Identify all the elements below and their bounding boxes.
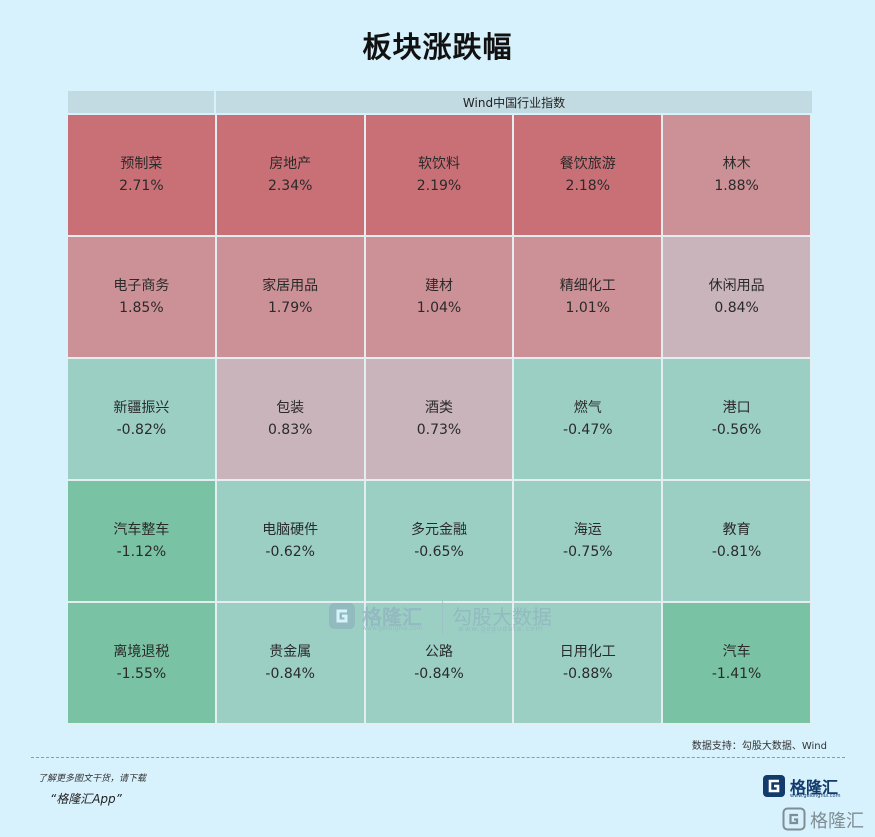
cell-sector-name: 燃气 <box>573 400 602 416</box>
cell-sector-name: 新疆振兴 <box>113 400 170 416</box>
promo-line-1: 了解更多图文干货，请下载 <box>38 774 147 784</box>
brand-url: www.gelonghui.com <box>790 793 841 799</box>
heatmap-cell: 海运 -0.75% <box>514 481 664 603</box>
heatmap-cell: 电子商务 1.85% <box>68 237 217 359</box>
cell-change-value: -0.62% <box>265 544 315 560</box>
cell-sector-name: 软饮料 <box>417 156 460 172</box>
header-index-name: Wind中国行业指数 <box>216 91 812 113</box>
heatmap-cell: 软饮料 2.19% <box>365 115 515 237</box>
heatmap-cell: 酒类 0.73% <box>365 359 515 481</box>
cell-sector-name: 林木 <box>722 156 751 172</box>
cell-sector-name: 港口 <box>722 400 751 416</box>
cell-sector-name: 日用化工 <box>559 644 616 660</box>
cell-change-value: 1.01% <box>565 300 611 316</box>
cell-sector-name: 教育 <box>722 522 751 538</box>
heatmap-cell: 贵金属 -0.84% <box>216 603 366 725</box>
cell-change-value: 1.88% <box>714 178 759 194</box>
heatmap-cell: 燃气 -0.47% <box>514 359 664 481</box>
heatmap-cell: 离境退税 -1.55% <box>68 603 217 725</box>
heatmap-cell: 精细化工 1.01% <box>514 237 664 359</box>
cell-sector-name: 离境退税 <box>113 644 170 660</box>
cell-sector-name: 汽车整车 <box>113 522 170 538</box>
dashed-divider <box>31 757 845 758</box>
cell-sector-name: 包装 <box>276 400 305 416</box>
cell-change-value: -0.82% <box>116 422 167 438</box>
heatmap-cell: 包装 0.83% <box>216 359 366 481</box>
header-left <box>68 91 214 113</box>
heatmap-cell: 港口 -0.56% <box>663 359 812 481</box>
cell-change-value: 1.79% <box>267 300 313 316</box>
cell-change-value: 2.71% <box>119 178 164 194</box>
heatmap-cell: 汽车整车 -1.12% <box>68 481 217 603</box>
heatmap-cell: 林木 1.88% <box>663 115 812 237</box>
cell-sector-name: 多元金融 <box>410 522 467 538</box>
heatmap-cell: 电脑硬件 -0.62% <box>216 481 366 603</box>
heatmap-cell: 预制菜 2.71% <box>68 115 217 237</box>
cell-sector-name: 房地产 <box>269 156 312 172</box>
cell-sector-name: 精细化工 <box>559 278 616 294</box>
heatmap-cell: 休闲用品 0.84% <box>663 237 812 359</box>
cell-sector-name: 贵金属 <box>269 644 312 660</box>
cell-change-value: -1.41% <box>711 666 762 682</box>
heatmap-cell: 家居用品 1.79% <box>216 237 366 359</box>
cell-change-value: -0.81% <box>711 544 762 560</box>
cell-change-value: 1.04% <box>416 300 462 316</box>
cell-change-value: 0.84% <box>714 300 759 316</box>
brand-logo-block: 格隆汇 www.gelonghui.com <box>762 772 842 802</box>
cell-sector-name: 海运 <box>573 522 602 538</box>
heatmap-grid: 预制菜 2.71% 房地产 2.34% 软饮料 2.19% 餐饮旅游 2.18% 林木 1.88%… <box>68 115 812 725</box>
cell-change-value: 2.18% <box>565 178 611 194</box>
cell-change-value: 0.73% <box>416 422 462 438</box>
cell-change-value: -0.84% <box>414 666 464 682</box>
corner-watermark: 格隆汇 <box>782 806 872 832</box>
cell-sector-name: 汽车 <box>722 644 751 660</box>
heatmap-cell: 新疆振兴 -0.82% <box>68 359 217 481</box>
cell-sector-name: 预制菜 <box>120 156 163 172</box>
cell-change-value: -0.47% <box>563 422 613 438</box>
heatmap-cell: 汽车 -1.41% <box>663 603 812 725</box>
heatmap-cell: 日用化工 -0.88% <box>514 603 664 725</box>
cell-sector-name: 电子商务 <box>113 278 170 294</box>
cell-sector-name: 餐饮旅游 <box>559 156 616 172</box>
cell-change-value: 0.83% <box>267 422 313 438</box>
gelonghui-corner-icon <box>782 807 806 831</box>
cell-change-value: 1.85% <box>119 300 164 316</box>
cell-sector-name: 酒类 <box>424 400 453 416</box>
promo-line-2: “格隆汇App” <box>50 792 122 806</box>
cell-change-value: 2.34% <box>267 178 313 194</box>
heatmap-cell: 房地产 2.34% <box>216 115 366 237</box>
cell-change-value: 2.19% <box>416 178 462 194</box>
corner-brand: 格隆汇 <box>810 811 864 832</box>
chart-title: 板块涨跌幅 <box>362 30 513 64</box>
heatmap-cell: 建材 1.04% <box>365 237 515 359</box>
cell-change-value: -1.55% <box>116 666 167 682</box>
data-source: 数据支持：勾股大数据、Wind <box>691 741 827 752</box>
heatmap-cell: 公路 -0.84% <box>365 603 515 725</box>
gelonghui-logo-icon <box>763 775 785 797</box>
cell-sector-name: 电脑硬件 <box>262 522 319 538</box>
cell-change-value: -0.75% <box>563 544 613 560</box>
cell-sector-name: 公路 <box>424 644 453 660</box>
cell-sector-name: 建材 <box>424 278 453 294</box>
heatmap-cell: 教育 -0.81% <box>663 481 812 603</box>
cell-change-value: -0.56% <box>711 422 762 438</box>
heatmap-cell: 餐饮旅游 2.18% <box>514 115 664 237</box>
cell-change-value: -0.88% <box>563 666 613 682</box>
cell-change-value: -0.65% <box>414 544 464 560</box>
cell-change-value: -0.84% <box>265 666 315 682</box>
heatmap-cell: 多元金融 -0.65% <box>365 481 515 603</box>
cell-change-value: -1.12% <box>116 544 167 560</box>
cell-sector-name: 休闲用品 <box>708 278 765 294</box>
cell-sector-name: 家居用品 <box>262 278 319 294</box>
brand-name: 格隆汇 <box>790 778 839 797</box>
